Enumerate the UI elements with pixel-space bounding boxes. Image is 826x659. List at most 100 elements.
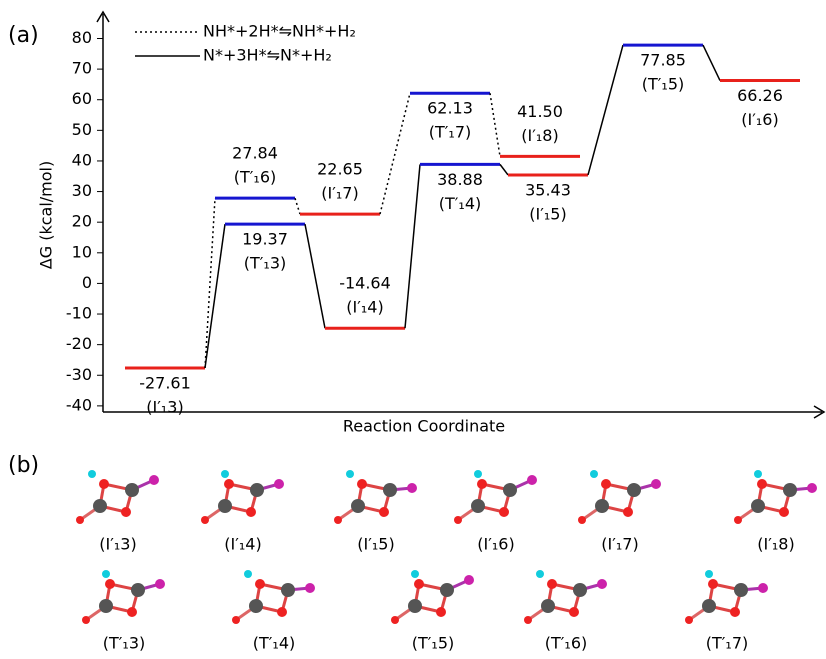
state-label: (I′₁6)	[741, 110, 778, 129]
atom	[255, 579, 265, 589]
atom	[99, 599, 113, 613]
state-label: (T′₁5)	[642, 75, 684, 94]
atom	[651, 479, 661, 489]
structures	[76, 470, 817, 624]
atom	[249, 599, 263, 613]
connector	[379, 93, 411, 215]
atom	[590, 470, 598, 478]
structure-label: (T′₁3)	[103, 634, 145, 653]
y-tick-label: -40	[66, 395, 92, 414]
connector	[404, 164, 421, 329]
panel-label: (a)	[8, 23, 39, 48]
atom	[578, 516, 586, 524]
value-label: 41.50	[517, 102, 563, 121]
atom	[82, 616, 90, 624]
atom	[127, 607, 137, 617]
atom	[155, 579, 165, 589]
value-label: 62.13	[427, 99, 473, 118]
atom	[379, 507, 389, 517]
atom	[623, 507, 633, 517]
y-tick-label: 20	[72, 212, 92, 231]
atom	[754, 470, 762, 478]
atom	[499, 507, 509, 517]
atom	[411, 570, 419, 578]
state-label: (T′₁4)	[439, 194, 481, 213]
atom	[125, 483, 139, 497]
atom	[527, 475, 537, 485]
atom	[244, 570, 252, 578]
atom	[277, 607, 287, 617]
y-tick-label: 50	[72, 120, 92, 139]
atom	[436, 607, 446, 617]
x-axis-label: Reaction Coordinate	[343, 417, 505, 436]
y-tick-label: -20	[66, 334, 92, 353]
atom	[708, 579, 718, 589]
y-tick-label: -10	[66, 304, 92, 323]
connector	[294, 197, 301, 215]
structure-label: (I′₁3)	[99, 535, 136, 554]
atom	[757, 479, 767, 489]
atom	[305, 583, 315, 593]
legend-label: N*+3H*⇋N*+H₂	[203, 46, 332, 65]
atom	[547, 579, 557, 589]
atom	[573, 583, 587, 597]
connector	[204, 224, 226, 369]
structure-label: (T′₁6)	[545, 634, 587, 653]
atom	[88, 470, 96, 478]
atom	[346, 470, 354, 478]
atom	[232, 616, 240, 624]
connector	[587, 44, 624, 176]
connector	[304, 223, 326, 329]
atom	[218, 499, 232, 513]
axes: Reaction Coordinate ΔG (kcal/mol)	[37, 10, 826, 436]
y-tick-label: 80	[72, 28, 92, 47]
state-label: (I′₁7)	[321, 184, 358, 203]
atom	[627, 483, 641, 497]
value-label: 66.26	[737, 86, 783, 105]
legend-label: NH*+2H*⇋NH*+H₂	[203, 22, 356, 41]
state-label: (I′₁8)	[521, 126, 558, 145]
value-label: 27.84	[232, 144, 278, 163]
atom	[357, 479, 367, 489]
atom	[807, 483, 817, 493]
y-tick-label: 60	[72, 89, 92, 108]
atom	[351, 499, 365, 513]
y-tick-label: 70	[72, 59, 92, 78]
structure-label: (I′₁7)	[601, 535, 638, 554]
atom	[454, 516, 462, 524]
connector	[204, 198, 216, 368]
y-tick-label: -30	[66, 365, 92, 384]
atom	[105, 579, 115, 589]
atom	[414, 579, 424, 589]
atom	[751, 499, 765, 513]
atom	[730, 607, 740, 617]
atom	[246, 507, 256, 517]
atom	[601, 479, 611, 489]
state-label: (T′₁6)	[234, 168, 276, 187]
y-axis-label: ΔG (kcal/mol)	[37, 161, 56, 269]
connector	[702, 44, 721, 81]
panel-label: (b)	[8, 453, 39, 478]
atom	[597, 579, 607, 589]
value-label: -14.64	[339, 274, 391, 293]
atom	[783, 483, 797, 497]
state-label: (T′₁7)	[429, 123, 471, 142]
atom	[102, 570, 110, 578]
atom	[383, 483, 397, 497]
atom	[524, 616, 532, 624]
structure-label: (I′₁4)	[224, 535, 261, 554]
value-label: 77.85	[640, 51, 686, 70]
atom	[471, 499, 485, 513]
y-tick-label: 10	[72, 242, 92, 261]
atom	[536, 570, 544, 578]
atom	[408, 599, 422, 613]
atom	[702, 599, 716, 613]
atom	[99, 479, 109, 489]
y-tick-label: 0	[82, 273, 92, 292]
atom	[474, 470, 482, 478]
atom	[93, 499, 107, 513]
atom	[595, 499, 609, 513]
state-label: (I′₁5)	[529, 204, 566, 223]
atom	[201, 516, 209, 524]
